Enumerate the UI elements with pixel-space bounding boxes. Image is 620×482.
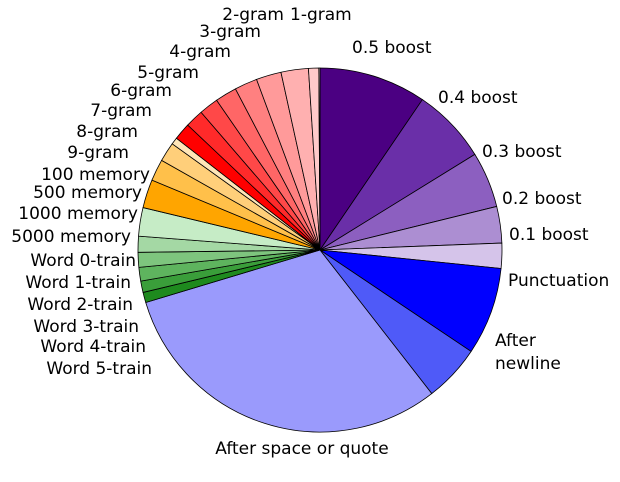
- slice-label-8-gram: 8-gram: [76, 122, 138, 142]
- slice-label-1-gram: 1-gram: [290, 5, 352, 25]
- slice-label-1000-memory: 1000 memory: [18, 204, 138, 224]
- slice-label-7-gram: 7-gram: [90, 101, 152, 121]
- pie-slice-1-gram: [318, 67, 321, 251]
- slice-label-0-3-boost: 0.3 boost: [482, 142, 562, 162]
- slice-label-100-memory: 100 memory: [41, 165, 150, 185]
- slice-label-word-5-train: Word 5-train: [46, 359, 152, 379]
- slice-label-5-gram: 5-gram: [137, 63, 199, 83]
- slice-label-0-4-boost: 0.4 boost: [438, 88, 518, 108]
- slice-label-word-2-train: Word 2-train: [27, 295, 133, 315]
- slice-label-0-2-boost: 0.2 boost: [502, 189, 582, 209]
- slice-label-word-0-train: Word 0-train: [30, 251, 136, 271]
- slice-label-0-1-boost: 0.1 boost: [509, 225, 589, 245]
- pie-slice-after-space-or-quote: [145, 249, 433, 433]
- slice-label-2-gram: 2-gram: [222, 5, 284, 25]
- pie-labels: 0.5 boost 0.4 boost 0.3 boost 0.2 boost 0.1 …: [11, 5, 609, 459]
- slice-label-after-newline: After newline: [495, 331, 561, 374]
- slice-label-after-space-or-quote: After space or quote: [215, 439, 388, 459]
- slice-label-punctuation: Punctuation: [508, 271, 609, 291]
- slice-label-5000-memory: 5000 memory: [11, 227, 131, 247]
- slice-label-9-gram: 9-gram: [67, 143, 129, 163]
- slice-label-0-5-boost: 0.5 boost: [352, 38, 432, 58]
- slice-label-word-1-train: Word 1-train: [25, 273, 131, 293]
- slice-label-500-memory: 500 memory: [33, 183, 142, 203]
- slice-label-4-gram: 4-gram: [169, 42, 231, 62]
- slice-label-6-gram: 6-gram: [110, 81, 172, 101]
- slice-label-word-3-train: Word 3-train: [33, 317, 139, 337]
- slice-label-3-gram: 3-gram: [199, 22, 261, 42]
- pie-slices: [137, 67, 503, 433]
- slice-label-word-4-train: Word 4-train: [40, 337, 146, 357]
- pie-slice-0-5-boost: [319, 67, 423, 251]
